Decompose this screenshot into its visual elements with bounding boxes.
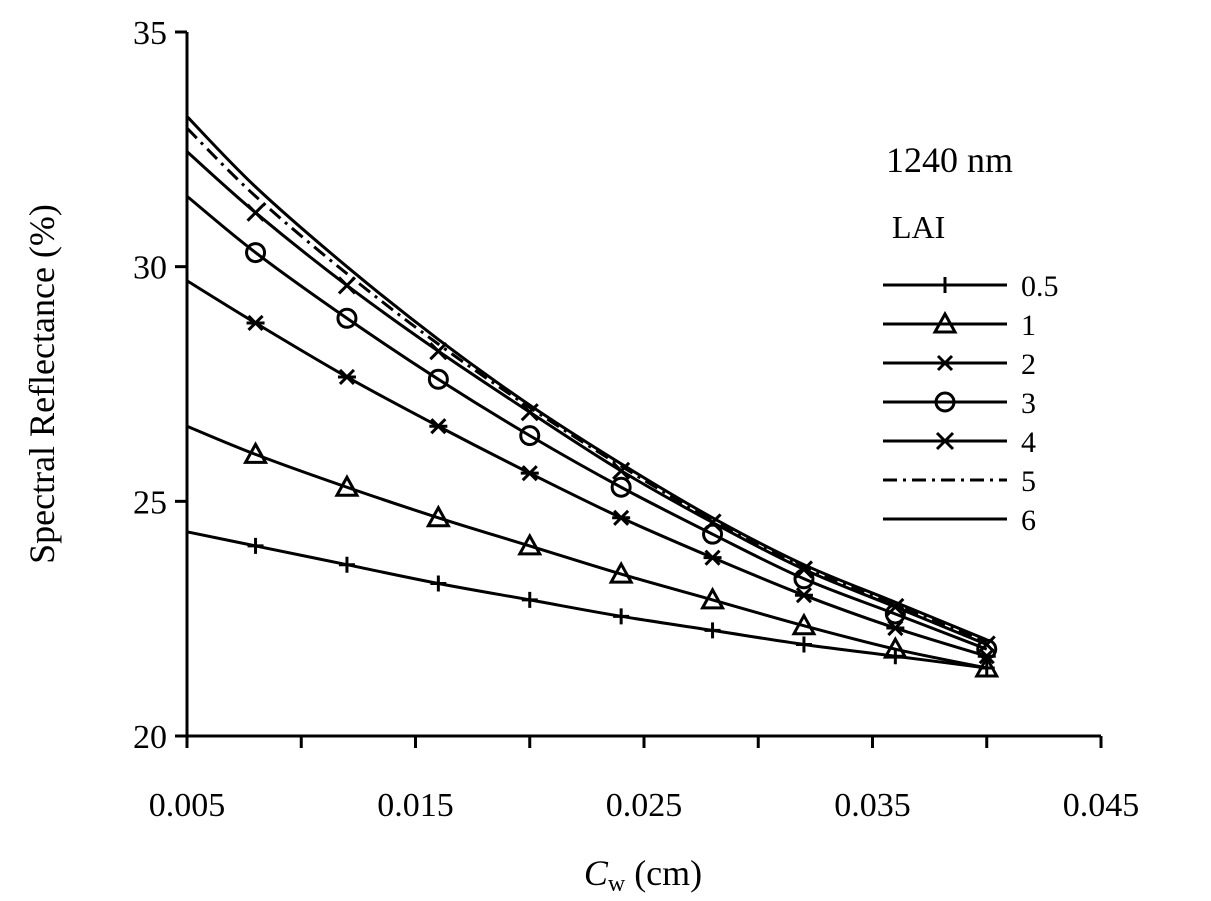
x-axis-title: Cw (cm) [584, 853, 702, 897]
legend-item: 5 [883, 465, 1036, 498]
series-line [186, 424, 988, 670]
series-0.5 [186, 530, 995, 676]
plus-marker [521, 591, 538, 608]
legend-item: 1 [883, 309, 1036, 342]
asterisk-marker [520, 465, 539, 482]
triangle-marker [608, 560, 634, 584]
legend-label: 2 [1021, 348, 1036, 381]
triangle-marker [425, 504, 451, 528]
triangle-marker [243, 441, 269, 464]
legend-item: 2 [883, 348, 1036, 381]
circle-marker [427, 368, 449, 390]
asterisk-marker [429, 418, 448, 435]
circle-marker [336, 307, 358, 329]
x-tick-label: 0.015 [377, 787, 454, 824]
triangle-marker [791, 612, 817, 636]
series-line [186, 150, 988, 646]
x-marker [935, 431, 955, 451]
legend-label: 3 [1021, 387, 1036, 420]
asterisk-marker [246, 314, 265, 332]
series-3 [186, 195, 998, 660]
y-tick-label: 30 [133, 250, 167, 287]
legend: 0.5 1 2 3 4 5 6 [883, 270, 1059, 537]
y-tick-label: 20 [133, 719, 167, 756]
triangle-marker [932, 310, 958, 334]
series-1 [186, 424, 1000, 678]
legend-label: 0.5 [1021, 270, 1059, 303]
series-line [185, 115, 988, 642]
x-tick-label: 0.035 [834, 787, 911, 824]
asterisk-marker [794, 587, 813, 604]
y-tick-label: 25 [133, 484, 167, 521]
circle-marker [245, 242, 267, 264]
y-tick-label: 35 [133, 15, 167, 52]
wavelength-annotation: 1240 nm [886, 140, 1013, 180]
legend-item: 4 [883, 426, 1036, 459]
circle-marker [976, 638, 998, 660]
circle-marker [934, 391, 956, 413]
plus-marker [613, 608, 630, 625]
plus-marker [795, 636, 812, 653]
triangle-marker [974, 654, 1000, 678]
x-marker [246, 203, 265, 222]
legend-title: LAI [892, 209, 945, 245]
triangle-marker [882, 636, 908, 659]
asterisk-marker [337, 368, 356, 386]
asterisk-marker [703, 549, 722, 566]
series-6 [185, 115, 988, 642]
plus-marker [430, 575, 447, 592]
y-axis-title: Spectral Reflectance (%) [22, 204, 62, 564]
series-2 [186, 279, 996, 665]
x-tick-label: 0.025 [606, 787, 683, 824]
x-marker [520, 403, 539, 422]
series-layer [185, 115, 1000, 678]
legend-item: 6 [883, 504, 1036, 537]
series-4 [186, 150, 996, 654]
triangle-marker [700, 586, 726, 610]
legend-label: 4 [1021, 426, 1036, 459]
plus-marker [704, 622, 721, 639]
circle-marker [519, 425, 541, 447]
circle-marker [610, 476, 632, 498]
legend-label: 1 [1021, 309, 1036, 342]
x-tick-label: 0.005 [149, 787, 226, 824]
series-line [186, 279, 988, 658]
legend-label: 5 [1021, 465, 1036, 498]
asterisk-marker [936, 354, 954, 372]
legend-item: 3 [883, 387, 1036, 420]
x-tick-label: 0.045 [1063, 787, 1140, 824]
series-line [186, 530, 987, 670]
circle-marker [702, 523, 724, 545]
asterisk-marker [612, 509, 631, 526]
x-axis-title-sub: w [608, 871, 626, 897]
plus-marker [247, 537, 264, 554]
x-axis-title-main: C [584, 853, 609, 893]
series-line [186, 195, 988, 651]
plus-marker [937, 277, 953, 293]
plus-marker [338, 556, 355, 573]
x-axis-title-unit: (cm) [625, 853, 702, 893]
legend-label: 6 [1021, 504, 1036, 537]
legend-item: 0.5 [883, 270, 1059, 303]
x-marker [429, 342, 448, 361]
asterisk-marker [886, 619, 905, 637]
triangle-marker [517, 532, 543, 556]
triangle-marker [334, 474, 360, 497]
x-marker [337, 276, 357, 295]
